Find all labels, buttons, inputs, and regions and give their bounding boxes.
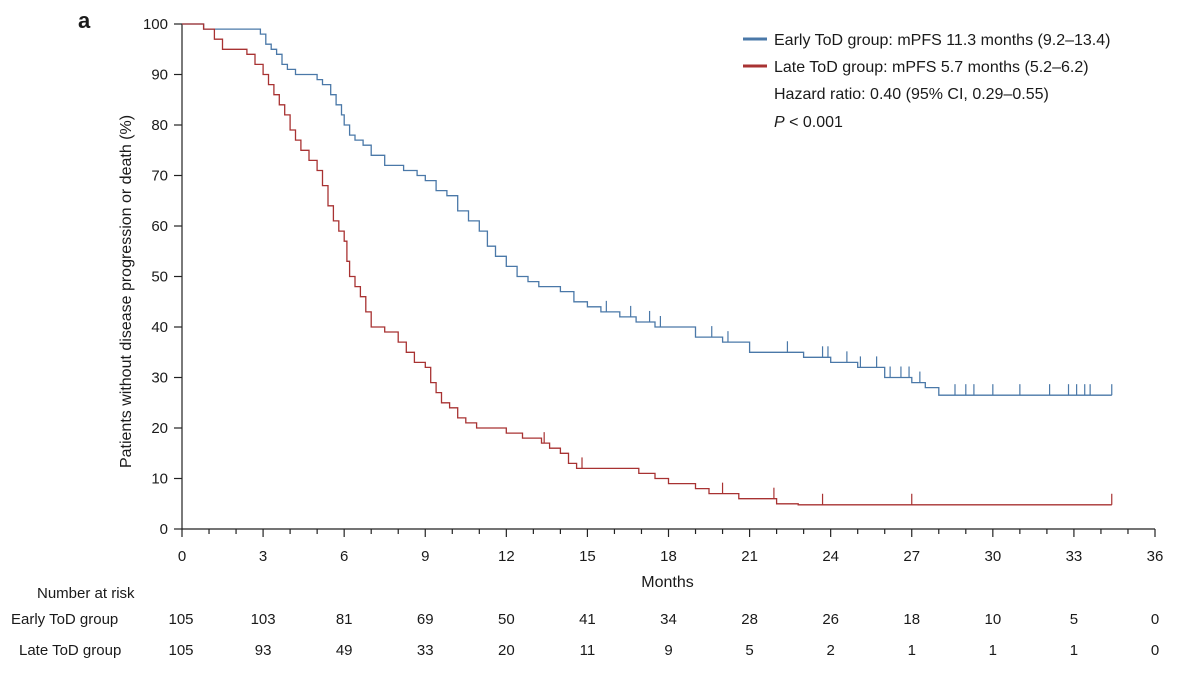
risk-value: 2	[826, 642, 834, 659]
risk-value: 50	[498, 611, 515, 628]
risk-value: 20	[498, 642, 515, 659]
risk-value: 1	[989, 642, 997, 659]
p-value-symbol: P	[774, 114, 785, 131]
x-tick-label: 15	[579, 548, 596, 565]
risk-value: 69	[417, 611, 434, 628]
y-tick-label: 90	[151, 67, 168, 84]
risk-value: 33	[417, 642, 434, 659]
risk-value: 93	[255, 642, 272, 659]
risk-value: 10	[984, 611, 1001, 628]
x-tick-label: 6	[340, 548, 348, 565]
series-line-late	[182, 23, 1112, 506]
y-tick-label: 30	[151, 370, 168, 387]
y-axis-title: Patients without disease progression or …	[118, 115, 135, 468]
risk-value: 49	[336, 642, 353, 659]
risk-value: 0	[1151, 611, 1159, 628]
risk-value: 1	[908, 642, 916, 659]
y-tick-label: 100	[143, 16, 168, 33]
y-tick-label: 20	[151, 420, 168, 437]
risk-value: 11	[580, 642, 596, 659]
y-axis: 0 10 20 30 40 50 60 70 80 90 100	[143, 16, 183, 538]
risk-table: Number at risk Early ToD group Late ToD …	[11, 585, 1159, 659]
risk-value: 34	[660, 611, 677, 628]
risk-value: 41	[579, 611, 596, 628]
p-value-number: < 0.001	[785, 114, 843, 131]
series-line-early	[182, 23, 1112, 396]
y-tick-label: 0	[160, 521, 168, 538]
x-tick-label: 12	[498, 548, 515, 565]
risk-value: 26	[822, 611, 839, 628]
risk-value: 103	[251, 611, 276, 628]
y-tick-label: 70	[151, 168, 168, 185]
risk-value: 5	[745, 642, 753, 659]
x-tick-label: 30	[984, 548, 1001, 565]
x-axis-title: Months	[641, 574, 693, 591]
risk-value: 105	[168, 611, 193, 628]
x-tick-label: 0	[178, 548, 186, 565]
y-tick-label: 40	[151, 319, 168, 336]
risk-value: 9	[664, 642, 672, 659]
x-axis: 0 3 6 9 12 15 18 21 24 27 30 33 36	[178, 528, 1164, 565]
y-tick-label: 80	[151, 117, 168, 134]
legend: Early ToD group: mPFS 11.3 months (9.2–1…	[743, 32, 1110, 131]
x-tick-label: 3	[259, 548, 267, 565]
risk-value: 105	[168, 642, 193, 659]
p-value-text: P < 0.001	[774, 114, 843, 131]
risk-value: 81	[336, 611, 353, 628]
x-tick-label: 21	[741, 548, 758, 565]
risk-row-label-early: Early ToD group	[11, 611, 118, 628]
x-tick-label: 24	[822, 548, 839, 565]
x-tick-label: 33	[1066, 548, 1083, 565]
x-tick-label: 27	[903, 548, 920, 565]
x-tick-label: 36	[1147, 548, 1164, 565]
risk-value: 0	[1151, 642, 1159, 659]
survival-curves	[182, 23, 1113, 506]
y-tick-label: 50	[151, 269, 168, 286]
legend-early-label: Early ToD group: mPFS 11.3 months (9.2–1…	[774, 32, 1110, 49]
x-tick-label: 9	[421, 548, 429, 565]
y-tick-label: 10	[151, 471, 168, 488]
risk-row-label-late: Late ToD group	[19, 642, 121, 659]
hazard-ratio-text: Hazard ratio: 0.40 (95% CI, 0.29–0.55)	[774, 86, 1049, 103]
panel-label: a	[78, 8, 91, 33]
legend-late-label: Late ToD group: mPFS 5.7 months (5.2–6.2…	[774, 59, 1089, 76]
x-tick-label: 18	[660, 548, 677, 565]
risk-value: 1	[1070, 642, 1078, 659]
risk-value: 18	[903, 611, 920, 628]
risk-value: 28	[741, 611, 758, 628]
y-tick-label: 60	[151, 218, 168, 235]
risk-table-title: Number at risk	[37, 585, 135, 602]
risk-value: 5	[1070, 611, 1078, 628]
